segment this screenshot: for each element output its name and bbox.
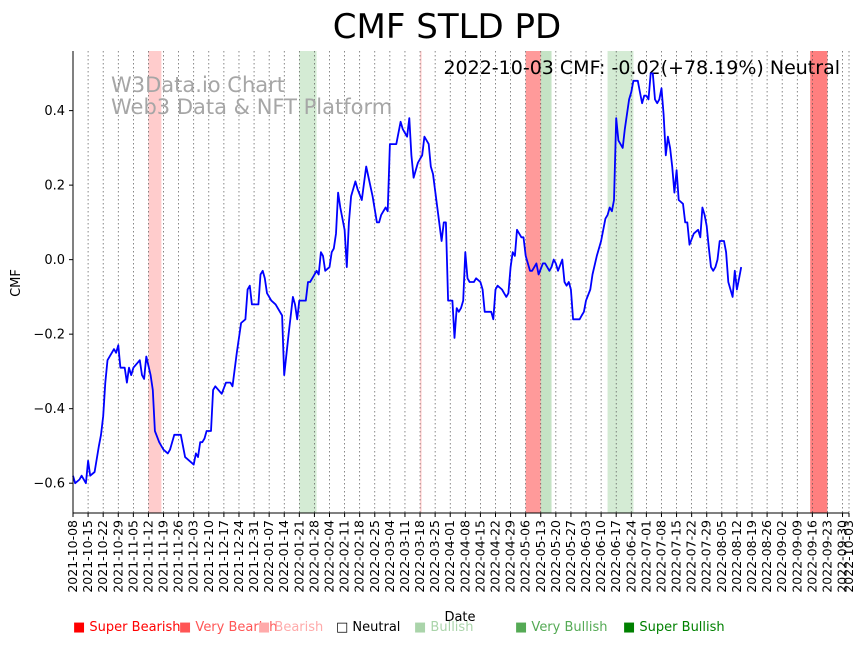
x-tick-label: 2022-02-04 [322, 520, 337, 593]
legend-item: ■ Very Bullish [515, 620, 608, 635]
x-tick-label: 2022-04-15 [472, 520, 487, 593]
legend-label: Super Bullish [635, 620, 725, 635]
x-tick-label: 2022-08-05 [714, 520, 729, 593]
legend-swatch: □ [336, 620, 349, 635]
legend-swatch: ■ [623, 620, 636, 635]
x-tick-label: 2022-08-26 [759, 520, 774, 593]
latest-annotation: 2022-10-03 CMF: -0.02(+78.19%) Neutral [443, 57, 840, 79]
signal-legend: ■ Super Bearish ■ Very Bearish ■ Bearish □ … [73, 620, 863, 638]
x-tick-label: 2022-05-13 [533, 520, 548, 593]
y-tick-label: −0.2 [33, 328, 65, 343]
y-tick-label: 0.4 [44, 104, 65, 119]
cmf-series-line [72, 72, 743, 485]
x-tick-label: 2022-02-25 [367, 520, 382, 593]
legend-item: ■ Bearish [258, 620, 323, 635]
legend-item: ■ Super Bullish [623, 620, 725, 635]
x-axis-ticks: 2021-10-08 2021-10-15 2021-10-22 2021-10-29… [65, 513, 856, 593]
x-tick-label: 2022-04-29 [503, 520, 518, 593]
x-tick-label: 2022-07-01 [638, 520, 653, 593]
legend-label: Very Bullish [527, 620, 608, 635]
y-tick-label: −0.4 [33, 402, 65, 417]
legend-swatch: ■ [258, 620, 271, 635]
x-tick-label: 2022-04-08 [457, 520, 472, 593]
x-tick-label: 2021-12-10 [201, 520, 216, 593]
signal-band [810, 51, 828, 513]
x-tick-label: 2022-09-16 [804, 520, 819, 593]
x-tick-label: 2022-06-17 [608, 520, 623, 593]
x-tick-label: 2022-01-07 [261, 520, 276, 593]
signal-band [525, 51, 541, 513]
x-tick-label: 2022-07-22 [684, 520, 699, 593]
x-tick-label: 2022-08-12 [729, 520, 744, 593]
x-tick-label: 2021-11-19 [156, 520, 171, 593]
y-tick-label: −0.6 [33, 477, 65, 492]
legend-item: ■ Bullish [414, 620, 473, 635]
x-tick-label: 2021-10-22 [95, 520, 110, 593]
x-tick-label: 2022-09-30 [835, 520, 850, 593]
x-tick-label: 2022-03-18 [412, 520, 427, 593]
x-tick-label: 2022-04-22 [487, 520, 502, 593]
legend-swatch: ■ [414, 620, 427, 635]
x-tick-label: 2022-03-25 [427, 520, 442, 593]
legend-swatch: ■ [73, 620, 86, 635]
x-tick-label: 2021-11-26 [171, 520, 186, 593]
x-tick-label: 2022-03-11 [397, 520, 412, 593]
legend-item: □ Neutral [336, 620, 400, 635]
signal-band [420, 51, 422, 513]
x-tick-label: 2022-03-04 [382, 520, 397, 593]
x-tick-label: 2022-06-03 [578, 520, 593, 593]
x-tick-label: 2022-09-02 [774, 520, 789, 593]
x-tick-label: 2022-06-24 [623, 520, 638, 593]
x-tick-label: 2022-02-18 [352, 520, 367, 593]
x-tick-label: 2022-05-06 [518, 520, 533, 593]
x-tick-label: 2021-12-03 [186, 520, 201, 593]
legend-label: Neutral [348, 620, 401, 635]
x-tick-label: 2022-07-29 [699, 520, 714, 593]
legend-item: ■ Very Bearish [179, 620, 277, 635]
x-axis-label: Date [444, 610, 475, 625]
x-tick-label: 2022-01-28 [306, 520, 321, 593]
x-gridlines [72, 51, 850, 513]
x-tick-label: 2022-10-03 [841, 520, 856, 593]
x-tick-label: 2022-02-11 [337, 520, 352, 593]
signal-band [607, 51, 634, 513]
x-tick-label: 2021-12-31 [246, 520, 261, 593]
x-tick-label: 2021-12-17 [216, 520, 231, 593]
signal-band [148, 51, 162, 513]
x-tick-label: 2021-12-24 [231, 520, 246, 593]
legend-swatch: ■ [515, 620, 528, 635]
signal-bands [148, 51, 828, 513]
watermark-line-1: W3Data.io Chart [111, 73, 285, 97]
y-tick-label: 0.2 [44, 179, 65, 194]
x-tick-label: 2022-05-20 [548, 520, 563, 593]
x-tick-label: 2021-11-12 [140, 520, 155, 593]
x-tick-label: 2022-04-01 [442, 520, 457, 593]
legend-label: Bullish [426, 620, 474, 635]
legend-item: ■ Super Bearish [73, 620, 181, 635]
x-tick-label: 2021-11-05 [125, 520, 140, 593]
watermark-line-2: Web3 Data & NFT Platform [111, 95, 392, 119]
y-axis-label: CMF [9, 269, 24, 297]
legend-label: Bearish [270, 620, 324, 635]
x-tick-label: 2022-01-21 [291, 520, 306, 593]
x-tick-label: 2022-05-27 [563, 520, 578, 593]
x-tick-label: 2021-10-08 [65, 520, 80, 593]
x-tick-label: 2022-09-09 [789, 520, 804, 593]
legend-swatch: ■ [179, 620, 192, 635]
x-tick-label: 2022-07-08 [653, 520, 668, 593]
y-axis-ticks: −0.6 −0.4 −0.2 0.0 0.2 0.4 [33, 104, 73, 492]
chart-title: CMF STLD PD [333, 7, 561, 47]
legend-label: Super Bearish [85, 620, 181, 635]
x-tick-label: 2021-10-15 [80, 520, 95, 593]
x-tick-label: 2022-09-23 [819, 520, 834, 593]
x-tick-label: 2021-10-29 [110, 520, 125, 593]
signal-band [540, 51, 552, 513]
y-tick-label: 0.0 [44, 253, 65, 268]
x-tick-label: 2022-06-10 [593, 520, 608, 593]
legend-label: Very Bearish [191, 620, 278, 635]
x-tick-label: 2022-07-15 [669, 520, 684, 593]
x-tick-label: 2022-01-14 [276, 520, 291, 593]
x-tick-label: 2022-08-19 [744, 520, 759, 593]
